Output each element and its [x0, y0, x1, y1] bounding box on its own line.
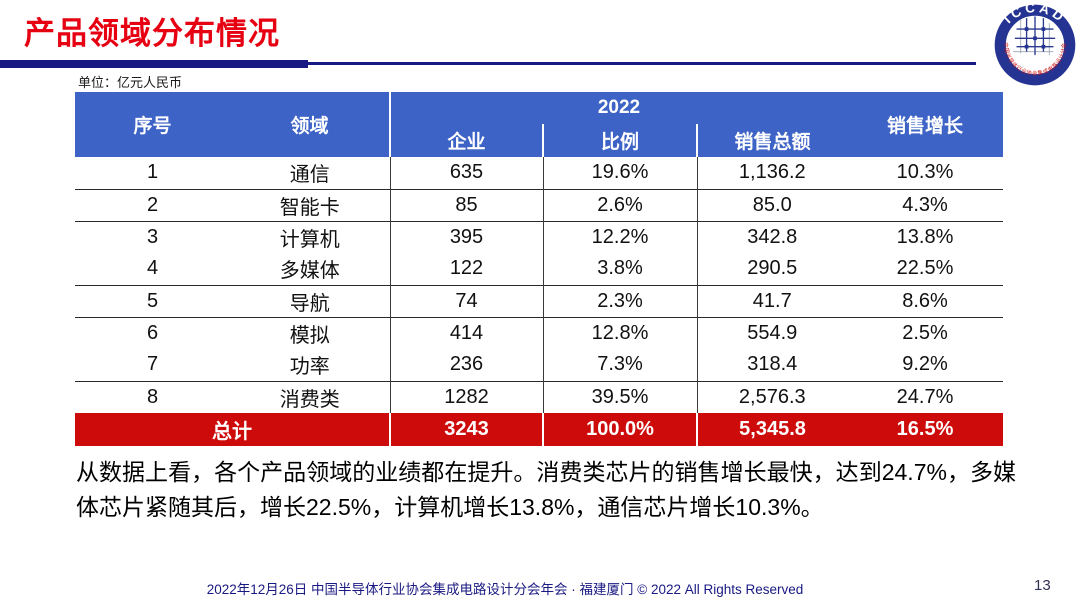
table-body: 1 通信 635 19.6% 1,136.2 10.3% 2 智能卡 85 2.… [75, 157, 1004, 413]
total-companies: 3243 [389, 413, 543, 446]
table-row: 4 多媒体 122 3.8% 290.5 22.5% [75, 253, 1004, 285]
header-sales: 销售总额 [695, 124, 848, 157]
table-row: 5 导航 74 2.3% 41.7 8.6% [75, 285, 1004, 317]
cell-companies: 122 [389, 253, 543, 285]
table-row: 1 通信 635 19.6% 1,136.2 10.3% [75, 157, 1004, 189]
cell-sales: 290.5 [696, 253, 848, 285]
cell-domain: 计算机 [230, 221, 390, 253]
title-divider-thin [308, 62, 976, 65]
cell-sales: 554.9 [696, 317, 848, 349]
cell-growth: 22.5% [847, 253, 1004, 285]
table-row: 2 智能卡 85 2.6% 85.0 4.3% [75, 189, 1004, 221]
total-sales: 5,345.8 [695, 413, 848, 446]
slide-title: 产品领域分布情况 [24, 16, 280, 51]
product-domain-table: 序号 领域 2022 销售增长 企业 比例 销售总额 1 通信 635 19.6… [75, 92, 1004, 446]
summary-paragraph: 从数据上看，各个产品领域的业绩都在提升。消费类芯片的销售增长最快，达到24.7%… [76, 459, 1016, 520]
cell-domain: 功率 [230, 349, 390, 381]
cell-seq: 5 [75, 285, 230, 317]
cell-ratio: 2.3% [542, 285, 697, 317]
header-domain: 领域 [230, 92, 390, 157]
cell-domain: 消费类 [230, 381, 390, 413]
cell-companies: 85 [389, 189, 543, 221]
cell-ratio: 39.5% [542, 381, 697, 413]
cell-growth: 10.3% [847, 157, 1004, 189]
cell-growth: 13.8% [847, 221, 1004, 253]
cell-companies: 635 [389, 157, 543, 189]
table-row: 3 计算机 395 12.2% 342.8 13.8% [75, 221, 1004, 253]
table-header: 序号 领域 2022 销售增长 企业 比例 销售总额 [75, 92, 1004, 157]
total-row: 总计 3243 100.0% 5,345.8 16.5% [75, 413, 1004, 446]
cell-sales: 318.4 [696, 349, 848, 381]
table-row: 6 模拟 414 12.8% 554.9 2.5% [75, 317, 1004, 349]
cell-domain: 导航 [230, 285, 390, 317]
total-ratio: 100.0% [542, 413, 697, 446]
cell-seq: 4 [75, 253, 230, 285]
cell-sales: 1,136.2 [696, 157, 848, 189]
cell-sales: 85.0 [696, 189, 848, 221]
total-growth: 16.5% [847, 413, 1004, 446]
cell-companies: 1282 [389, 381, 543, 413]
unit-label: 单位：亿元人民币 [78, 75, 183, 90]
cell-seq: 6 [75, 317, 230, 349]
cell-domain: 智能卡 [230, 189, 390, 221]
cell-domain: 多媒体 [230, 253, 390, 285]
cell-seq: 8 [75, 381, 230, 413]
cell-sales: 342.8 [696, 221, 848, 253]
cell-sales: 41.7 [696, 285, 848, 317]
cell-companies: 236 [389, 349, 543, 381]
cell-ratio: 19.6% [542, 157, 697, 189]
cell-growth: 8.6% [847, 285, 1004, 317]
header-companies: 企业 [389, 124, 543, 157]
header-year-2022: 2022 [388, 92, 848, 124]
cell-growth: 2.5% [847, 317, 1004, 349]
cell-companies: 395 [389, 221, 543, 253]
cell-ratio: 12.2% [542, 221, 697, 253]
cell-seq: 1 [75, 157, 230, 189]
iccad-logo-icon: ICCAD 中国半导体行业协会集成电路设计分会 [994, 0, 1076, 86]
total-label: 总计 [75, 413, 390, 446]
header-ratio: 比例 [542, 124, 697, 157]
cell-sales: 2,576.3 [696, 381, 848, 413]
cell-seq: 2 [75, 189, 230, 221]
cell-seq: 7 [75, 349, 230, 381]
cell-companies: 74 [389, 285, 543, 317]
cell-ratio: 12.8% [542, 317, 697, 349]
header-growth: 销售增长 [847, 92, 1004, 157]
cell-growth: 4.3% [847, 189, 1004, 221]
cell-domain: 通信 [230, 157, 390, 189]
cell-seq: 3 [75, 221, 230, 253]
title-divider-thick [0, 60, 308, 68]
table-row: 8 消费类 1282 39.5% 2,576.3 24.7% [75, 381, 1004, 413]
page-number: 13 [1034, 577, 1051, 594]
cell-domain: 模拟 [230, 317, 390, 349]
iccad-logo: ICCAD 中国半导体行业协会集成电路设计分会 [993, 0, 1077, 87]
cell-ratio: 7.3% [542, 349, 697, 381]
table-row: 7 功率 236 7.3% 318.4 9.2% [75, 349, 1004, 381]
cell-companies: 414 [389, 317, 543, 349]
header-seq: 序号 [75, 92, 230, 157]
cell-ratio: 3.8% [542, 253, 697, 285]
cell-growth: 24.7% [847, 381, 1004, 413]
cell-ratio: 2.6% [542, 189, 697, 221]
footer-credit: 2022年12月26日 中国半导体行业协会集成电路设计分会年会 · 福建厦门 ©… [206, 582, 804, 597]
cell-growth: 9.2% [847, 349, 1004, 381]
